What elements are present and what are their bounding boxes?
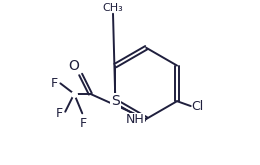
Text: F: F [51,77,58,90]
Text: F: F [56,107,63,120]
Text: O: O [68,59,79,73]
Text: S: S [111,94,120,108]
Text: Cl: Cl [192,99,204,113]
Text: F: F [80,116,87,130]
Text: CH₃: CH₃ [103,3,124,13]
Text: NH: NH [126,113,145,126]
